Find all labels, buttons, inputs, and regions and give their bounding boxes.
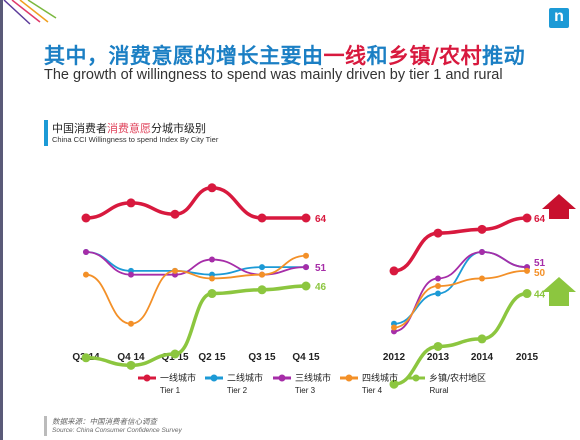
title-highlight: 一线	[323, 44, 367, 68]
x-tick-label: Q3 15	[248, 352, 276, 363]
data-point	[126, 198, 136, 208]
chart-title-accent	[44, 120, 48, 146]
data-point	[259, 271, 265, 278]
data-point	[128, 320, 134, 327]
data-point	[477, 334, 487, 344]
nielsen-logo: n	[549, 8, 569, 28]
data-point	[81, 213, 91, 223]
data-point	[479, 249, 485, 255]
legend-label-en: Tier 4	[362, 386, 383, 395]
series-line	[85, 251, 307, 276]
chart-title-cn: 中国消费者消费意愿分城市级别	[52, 120, 206, 136]
x-tick-label: 2013	[427, 352, 450, 363]
data-point	[257, 213, 267, 223]
title-part: 推动	[482, 44, 526, 68]
legend-label-en: Tier 3	[295, 386, 316, 395]
legend-label-cn: 四线城市	[362, 372, 398, 384]
series-line	[85, 251, 307, 276]
data-point	[259, 264, 265, 271]
data-point	[433, 228, 443, 238]
data-point	[433, 341, 443, 351]
data-point	[170, 209, 180, 219]
data-point	[389, 379, 399, 389]
data-point	[522, 289, 532, 299]
source-en: Source: China Consumer Confidence Survey	[52, 427, 182, 434]
legend-label-en: Tier 2	[227, 386, 248, 395]
end-value-label: 44	[534, 290, 546, 301]
series-line	[393, 269, 528, 329]
data-point	[479, 275, 485, 282]
title-highlight: 乡镇/农村	[388, 44, 483, 68]
data-point	[126, 360, 136, 370]
data-point	[391, 324, 397, 331]
legend-label-cn: 乡镇/农村地区	[429, 372, 486, 384]
left-edge-strip	[0, 0, 3, 440]
data-point	[207, 183, 217, 193]
data-point	[435, 290, 441, 297]
chart-title-prefix: 中国消费者	[52, 122, 107, 135]
chart-title-highlight: 消费意愿	[107, 122, 151, 135]
data-point	[209, 256, 215, 263]
page-title: 其中，消费意愿的增长主要由一线和乡镇/农村推动	[44, 40, 525, 70]
data-point	[522, 213, 532, 223]
x-tick-label: Q4 15	[292, 352, 320, 363]
up-arrow-red-icon	[542, 194, 576, 219]
data-point	[83, 249, 89, 255]
data-point	[301, 281, 311, 291]
series-line	[84, 186, 308, 220]
x-tick-label: 2012	[383, 352, 406, 363]
page-subtitle: The growth of willingness to spend was m…	[44, 67, 503, 83]
decorative-corner	[3, 0, 57, 25]
legend-marker	[345, 374, 353, 382]
legend-label-cn: 三线城市	[295, 372, 331, 384]
data-point	[257, 285, 267, 295]
data-point	[172, 267, 178, 274]
data-point	[435, 275, 441, 282]
data-point	[81, 353, 91, 363]
x-tick-label: 2015	[516, 352, 539, 363]
title-part: 和	[366, 44, 388, 68]
title-part: 其中，消费意愿的增长主要由	[44, 44, 324, 68]
chart-title-en: China CCI Willingness to spend Index By …	[52, 135, 219, 144]
source-accent	[44, 416, 47, 436]
end-value-label: 51	[534, 258, 546, 269]
end-value-label: 46	[315, 282, 327, 293]
legend-marker	[412, 374, 420, 382]
end-value-label: 64	[534, 214, 546, 225]
data-point	[477, 224, 487, 234]
end-value-label: 51	[315, 263, 327, 274]
x-tick-label: Q2 15	[198, 352, 226, 363]
legend-marker	[210, 374, 218, 382]
data-point	[301, 213, 311, 223]
data-point	[524, 267, 530, 274]
end-value-label: 64	[315, 214, 327, 225]
data-point	[128, 271, 134, 278]
series-line	[392, 216, 529, 273]
legend-marker	[143, 374, 151, 382]
chart-title-suffix: 分城市级别	[151, 122, 206, 135]
legend-label-en: Tier 1	[160, 386, 181, 395]
data-point	[207, 289, 217, 299]
legend-marker	[278, 374, 286, 382]
x-tick-label: Q4 14	[117, 352, 145, 363]
data-point	[83, 271, 89, 278]
legend-label-en: Rural	[429, 386, 448, 395]
up-arrow-green-icon	[542, 277, 576, 306]
x-tick-label: 2014	[471, 352, 494, 363]
data-point	[435, 283, 441, 289]
series-line	[392, 291, 529, 386]
data-point	[209, 275, 215, 282]
data-point	[170, 349, 180, 359]
data-point	[303, 252, 309, 259]
data-point	[389, 266, 399, 276]
legend-label-cn: 二线城市	[227, 372, 263, 384]
series-line	[393, 251, 528, 333]
end-value-label: 50	[534, 268, 546, 279]
source-cn: 数据来源：中国消费者信心调查	[52, 417, 157, 426]
data-point	[303, 264, 309, 271]
legend-label-cn: 一线城市	[160, 372, 196, 384]
